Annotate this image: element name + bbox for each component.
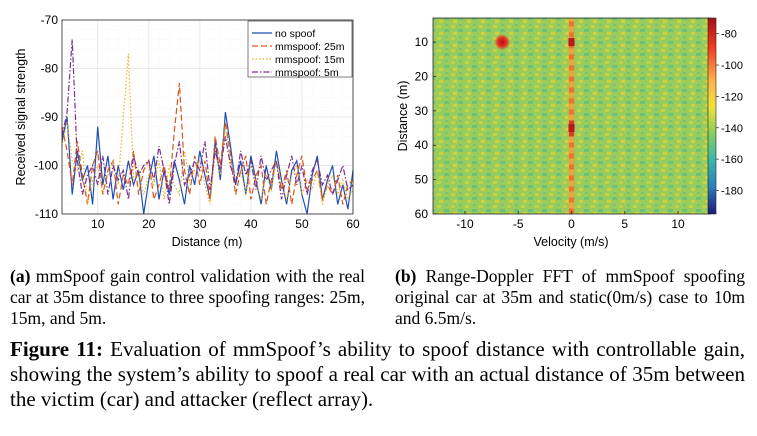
colorbar-tick-label: -120 [721, 91, 743, 103]
zero-velocity-bin [569, 32, 574, 38]
zero-velocity-bin [569, 120, 574, 126]
zero-velocity-bin [569, 197, 574, 203]
chart-b: -10 -5 0 5 10 10 20 30 40 50 60 -80 -100 -120 -140 -16… [396, 17, 743, 249]
chart-a-ytick-label: -110 [35, 207, 58, 221]
zero-velocity-bin [569, 153, 574, 159]
colorbar-tick-label: -80 [721, 29, 737, 41]
colorbar-tick-label: -160 [721, 154, 743, 166]
figure-caption-text: Evaluation of mmSpoof’s ability to spoof… [10, 337, 746, 411]
chart-b-ytick-label: 50 [415, 173, 429, 187]
zero-velocity-bin [569, 109, 574, 115]
chart-b-xtick-label: 10 [671, 217, 685, 231]
subcaption-a: (a) mmSpoof gain control validation with… [10, 266, 365, 329]
chart-b-xlabel: Velocity (m/s) [533, 235, 608, 249]
series-line-4 [61, 39, 354, 205]
chart-a-ylabel: Received signal strength [14, 49, 28, 186]
chart-a-xtick-label: 10 [91, 217, 105, 231]
chart-a-ytick-label: -70 [41, 13, 59, 27]
chart-a-xtick-label: 20 [142, 217, 156, 231]
zero-velocity-bin [569, 65, 574, 71]
chart-a: 10 20 30 40 50 60 -70 -80 -90 -100 -110 Distance (… [14, 13, 360, 249]
subcaption-b-label: (b) [395, 266, 417, 286]
zero-velocity-bin [569, 164, 574, 170]
chart-b-ytick-label: 20 [415, 69, 429, 83]
target-bin [568, 38, 575, 47]
legend-entry: no spoof [275, 28, 315, 40]
chart-b-ytick-label: 30 [415, 104, 429, 118]
chart-b-xtick-label: -10 [456, 217, 474, 231]
chart-a-xlabel: Distance (m) [172, 235, 243, 249]
chart-a-xtick-label: 60 [346, 217, 360, 231]
series-line-1 [61, 112, 354, 215]
zero-velocity-bin [569, 186, 574, 192]
colorbar [707, 17, 717, 215]
chart-a-ytick-label: -80 [41, 62, 59, 76]
zero-velocity-bin [569, 175, 574, 181]
chart-b-xtick-label: -5 [513, 217, 524, 231]
chart-a-xtick-label: 40 [244, 217, 258, 231]
figure-caption: Figure 11: Evaluation of mmSpoof’s abili… [10, 337, 745, 412]
series-line-2 [61, 82, 354, 205]
chart-b-xtick-label: 0 [568, 217, 575, 231]
chart-a-xtick-label: 50 [295, 217, 309, 231]
zero-velocity-bin [569, 54, 574, 60]
colorbar-tick-label: -140 [721, 123, 743, 135]
zero-velocity-bin [569, 98, 574, 104]
legend-entry: mmspoof: 15m [275, 54, 345, 66]
figure-caption-label: Figure 11: [10, 337, 104, 361]
legend-entry: mmspoof: 5m [275, 67, 339, 79]
zero-velocity-bin [569, 208, 574, 214]
colorbar-tick-label: -180 [721, 185, 743, 197]
zero-velocity-bin [569, 142, 574, 148]
subcaption-a-text: mmSpoof gain control validation with the… [10, 266, 365, 328]
chart-a-xtick-label: 30 [193, 217, 207, 231]
chart-b-ytick-label: 60 [415, 207, 429, 221]
chart-b-ylabel: Distance (m) [396, 81, 410, 152]
target-bin [568, 124, 575, 133]
spoofed-target-spot [494, 34, 511, 51]
chart-a-ytick-label: -90 [41, 110, 59, 124]
zero-velocity-bin [569, 21, 574, 27]
subcaption-b-text: Range-Doppler FFT of mmSpoof spoofing or… [395, 266, 745, 328]
colorbar-tick-label: -100 [721, 60, 743, 72]
subcaption-a-label: (a) [10, 266, 31, 286]
zero-velocity-bin [569, 87, 574, 93]
subcaption-b: (b) Range-Doppler FFT of mmSpoof spoofin… [395, 266, 745, 329]
chart-b-ytick-label: 40 [415, 138, 429, 152]
zero-velocity-column [568, 18, 575, 214]
zero-velocity-bin [569, 131, 574, 137]
zero-velocity-bin [569, 76, 574, 82]
chart-b-xtick-label: 5 [621, 217, 628, 231]
series-line-3 [61, 53, 354, 205]
legend-entry: mmspoof: 25m [275, 41, 345, 53]
chart-b-ytick-label: 10 [415, 35, 429, 49]
chart-a-ytick-label: -100 [34, 159, 58, 173]
